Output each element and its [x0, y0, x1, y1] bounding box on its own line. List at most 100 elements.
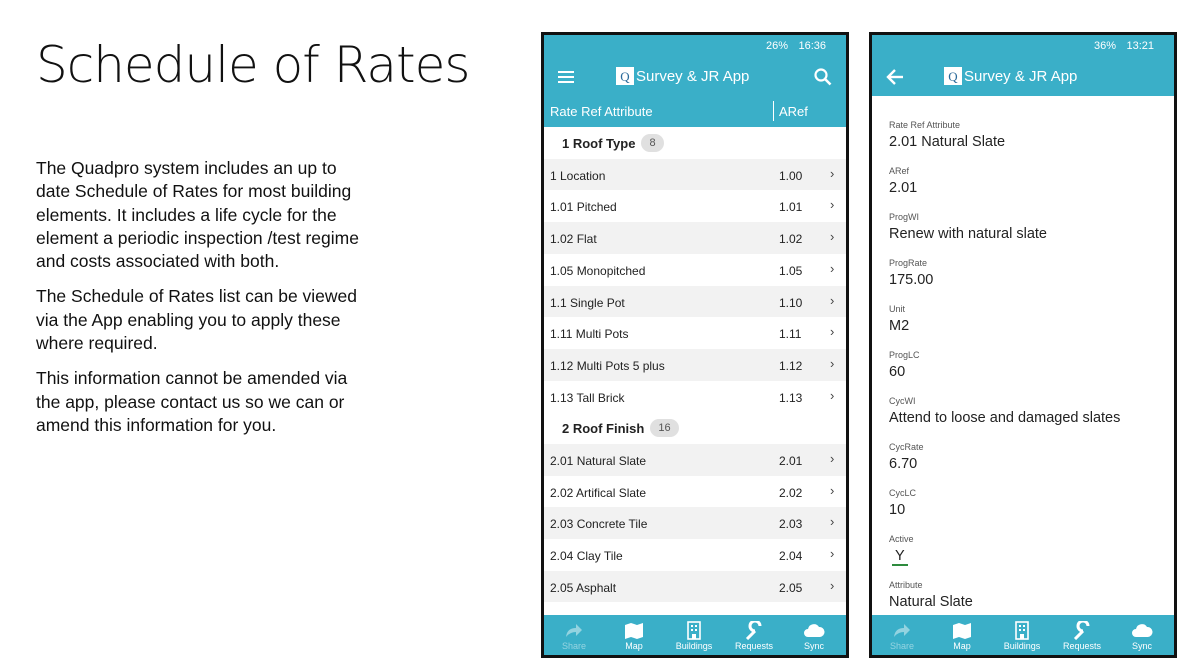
- list-row[interactable]: 2.02 Artifical Slate 2.02 ›: [544, 475, 846, 508]
- rate-label: 2.03 Concrete Tile: [550, 517, 648, 532]
- nav-item[interactable]: Share: [872, 615, 932, 655]
- rate-label: 1.13 Tall Brick: [550, 390, 625, 405]
- rate-aref: 1.02: [779, 232, 803, 247]
- chevron: ›: [830, 546, 835, 562]
- column-title: Rate Ref Attribute: [550, 104, 653, 119]
- chevron: ›: [830, 229, 835, 245]
- rate-label: 1.02 Flat: [550, 232, 597, 247]
- nav-icon: [953, 623, 971, 639]
- field-label: CycLC: [889, 488, 917, 498]
- paragraph: The Quadpro system includes an up to dat…: [36, 158, 359, 272]
- nav-icon: [894, 624, 910, 637]
- nav-label: Sync: [1131, 641, 1152, 651]
- field-value: 60: [889, 364, 906, 380]
- chevron: ›: [830, 451, 835, 466]
- field-value: 2.01: [889, 180, 918, 196]
- chevron: ›: [830, 514, 835, 530]
- nav-icon: [745, 621, 762, 640]
- phone-list: 26% 16:36 Q Survey & JR App Rate Ref Att…: [541, 32, 849, 658]
- list-row[interactable]: 1.11 Multi Pots 1.11 ›: [544, 317, 846, 349]
- menu-icon[interactable]: [558, 70, 574, 84]
- list-row[interactable]: 2.01 Natural Slate 2.01 ›: [544, 444, 846, 476]
- nav-item[interactable]: Map: [604, 615, 664, 655]
- slide-title: Schedule of Rates: [36, 36, 470, 94]
- list-row[interactable]: 2.05 Asphalt 2.05 ›: [544, 570, 846, 603]
- group-count: 8: [641, 134, 664, 152]
- rate-label: 1.05 Monopitched: [550, 263, 646, 278]
- chevron: ›: [830, 165, 835, 181]
- list-row[interactable]: 1.01 Pitched 1.01 ›: [544, 190, 846, 223]
- list-row[interactable]: 1.05 Monopitched 1.05 ›: [544, 253, 846, 286]
- rate-aref: 1.11: [779, 327, 802, 342]
- nav-item[interactable]: Requests: [1052, 615, 1112, 655]
- nav-icon: [1132, 624, 1153, 637]
- field-value: 2.01 Natural Slate: [889, 134, 1006, 150]
- nav-item[interactable]: Sync: [784, 615, 844, 655]
- list-row[interactable]: 1.13 Tall Brick 1.13 ›: [544, 380, 846, 413]
- clock: 16:36: [798, 40, 826, 52]
- chevron: ›: [830, 355, 835, 371]
- rate-label: 2.01 Natural Slate: [550, 454, 647, 468]
- field-label: Rate Ref Attribute: [889, 120, 961, 130]
- field-label: ProgRate: [889, 258, 928, 268]
- nav-icon: [1073, 621, 1090, 640]
- list-row[interactable]: 1 Location 1.00 ›: [544, 158, 846, 191]
- nav-label: Buildings: [1003, 641, 1041, 651]
- column-header: Rate Ref Attribute ARef: [544, 96, 846, 127]
- status-bar: 26% 16:36: [544, 35, 846, 58]
- nav-label: Map: [953, 641, 971, 651]
- paragraph: This information cannot be amended via t…: [36, 368, 348, 435]
- chevron: ›: [830, 324, 835, 340]
- nav-label: Requests: [1062, 641, 1102, 651]
- rate-aref: 1.13: [779, 390, 803, 405]
- app-bar: Q Survey & JR App: [544, 58, 846, 96]
- nav-item[interactable]: Share: [544, 615, 604, 655]
- slide-text: The Quadpro system includes an up to dat…: [36, 157, 366, 449]
- battery: 36%: [1093, 40, 1116, 52]
- status-bar: 36% 13:21: [872, 35, 1174, 58]
- chevron: ›: [830, 610, 834, 616]
- nav-item[interactable]: Buildings: [664, 615, 724, 655]
- field-value: 6.70: [889, 456, 918, 472]
- nav-item[interactable]: Sync: [1112, 615, 1172, 655]
- rate-aref: 1.12: [779, 358, 803, 373]
- clock: 13:21: [1126, 40, 1154, 52]
- nav-icon: [804, 624, 825, 637]
- chevron: ›: [830, 387, 835, 403]
- field-value: Y: [892, 548, 908, 566]
- search-icon[interactable]: [814, 68, 832, 86]
- battery: 26%: [765, 40, 788, 52]
- group-header: 2 Roof Finish 16: [544, 412, 846, 444]
- bottom-nav: Share Map Buildings Requests Sync: [544, 615, 846, 655]
- nav-icon: [625, 623, 643, 639]
- field-label: CycRate: [889, 442, 924, 452]
- nav-item[interactable]: Map: [932, 615, 992, 655]
- nav-item[interactable]: Buildings: [992, 615, 1052, 655]
- svg-text:Q: Q: [948, 69, 958, 84]
- list-row[interactable]: 2.06 Built Up Felt 2.06 ›: [544, 602, 846, 616]
- field-value: 10: [889, 502, 906, 518]
- field-value: Renew with natural slate: [889, 226, 1047, 242]
- paragraph: The Schedule of Rates list can be viewed…: [36, 286, 358, 354]
- back-icon[interactable]: [886, 69, 904, 85]
- field-label: CycWI: [889, 396, 916, 406]
- list-row[interactable]: 2.04 Clay Tile 2.04 ›: [544, 539, 846, 571]
- nav-label: Sync: [803, 641, 824, 651]
- nav-icon: [1015, 621, 1029, 640]
- field-label: Unit: [889, 304, 906, 314]
- logo: Q: [616, 67, 634, 85]
- list-row[interactable]: 1.02 Flat 1.02 ›: [544, 222, 846, 254]
- field-label: Active: [889, 534, 914, 544]
- rate-aref: 1.00: [779, 168, 803, 183]
- rate-aref: 1.10: [779, 295, 803, 310]
- nav-item[interactable]: Requests: [724, 615, 784, 655]
- list-row[interactable]: 1.12 Multi Pots 5 plus 1.12 ›: [544, 348, 846, 381]
- chevron: ›: [830, 292, 835, 308]
- rate-label: 2.02 Artifical Slate: [550, 485, 647, 500]
- list-row[interactable]: 1.1 Single Pot 1.10 ›: [544, 285, 846, 318]
- nav-icon: [687, 621, 701, 640]
- rate-label: 2.06 Built Up Felt: [550, 613, 642, 616]
- list-row[interactable]: 2.03 Concrete Tile 2.03 ›: [544, 507, 846, 540]
- bottom-nav: Share Map Buildings Requests Sync: [872, 615, 1174, 655]
